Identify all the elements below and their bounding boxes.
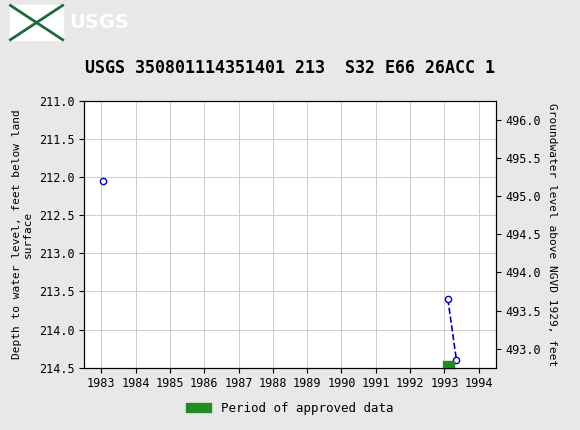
Y-axis label: Groundwater level above NGVD 1929, feet: Groundwater level above NGVD 1929, feet [547, 103, 557, 366]
Bar [10, 6, 63, 40]
Legend: Period of approved data: Period of approved data [181, 397, 399, 420]
Bar [443, 361, 454, 368]
Text: USGS: USGS [70, 13, 129, 32]
Text: USGS 350801114351401 213  S32 E66 26ACC 1: USGS 350801114351401 213 S32 E66 26ACC 1 [85, 59, 495, 77]
Y-axis label: Depth to water level, feet below land
surface: Depth to water level, feet below land su… [12, 110, 33, 359]
